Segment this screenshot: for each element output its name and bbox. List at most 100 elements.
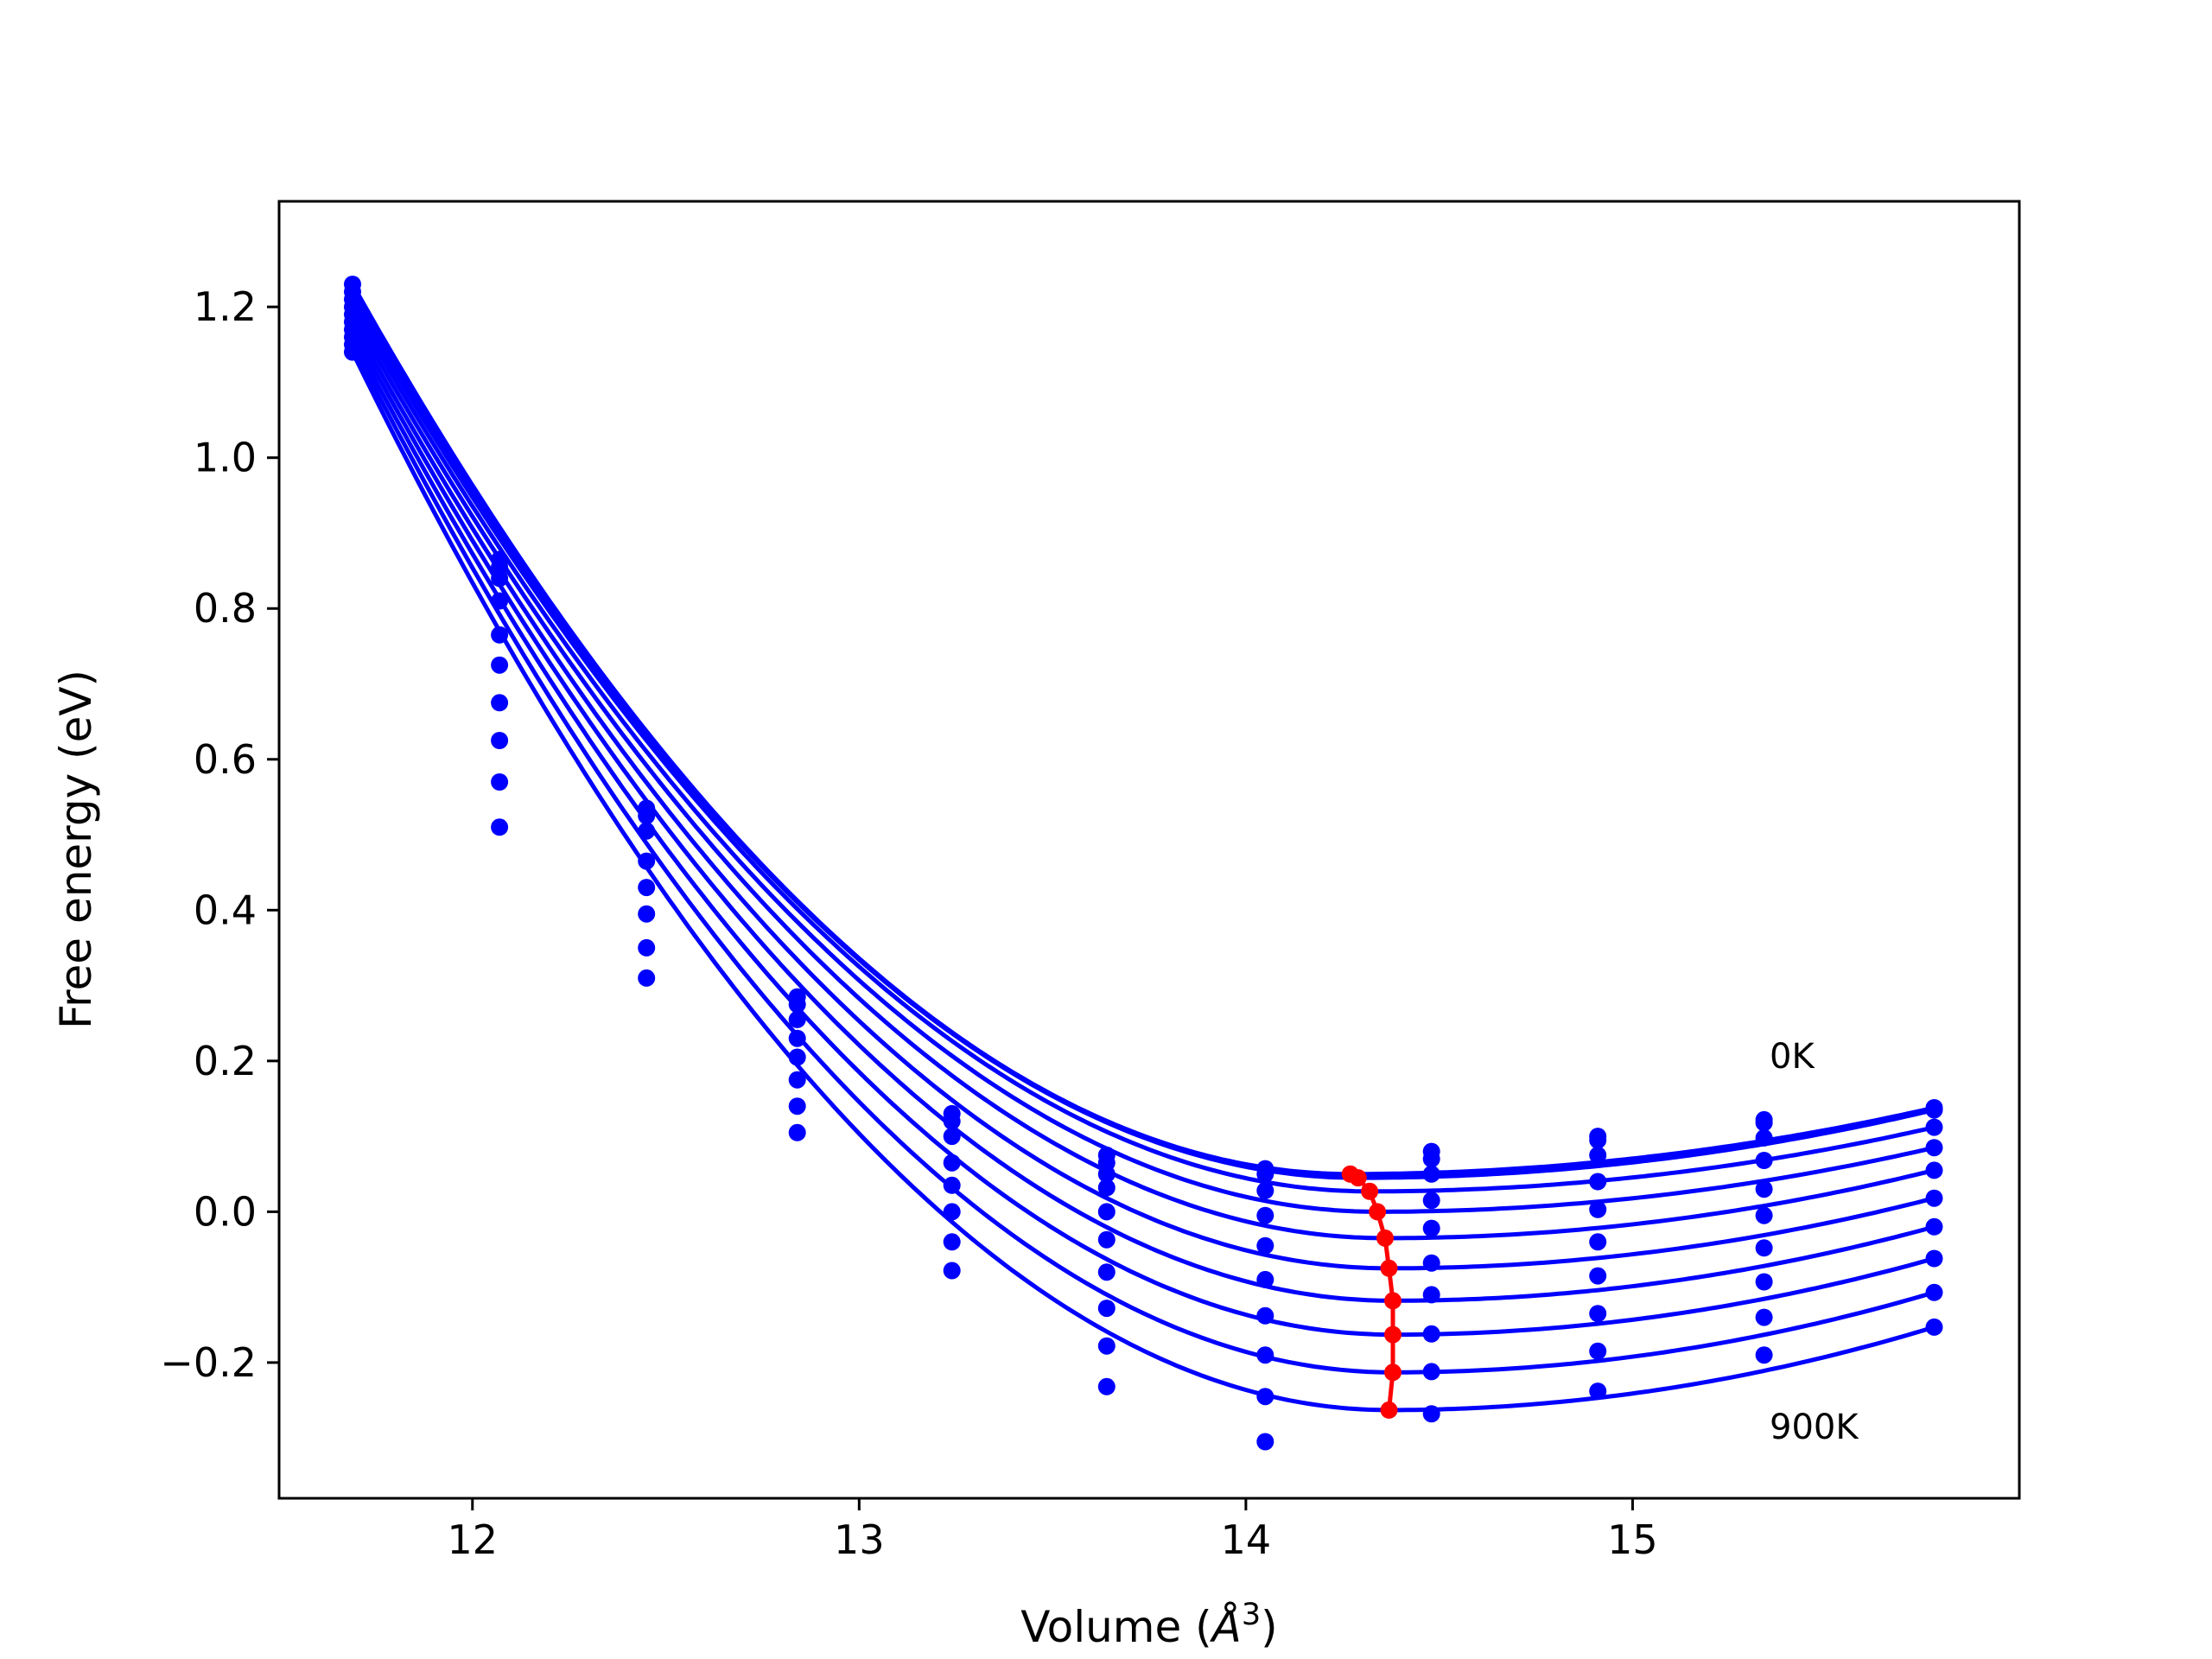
data-point-3-2 [638, 852, 656, 870]
data-point-7-5 [1097, 1300, 1116, 1318]
data-point-2-9 [1755, 1128, 1773, 1147]
data-point-6-6 [1256, 1306, 1274, 1325]
y-tick-label-2: 0.2 [194, 1038, 257, 1084]
minimum-point-3 [1369, 1203, 1387, 1221]
data-point-1-6 [1256, 1165, 1274, 1183]
data-point-7-7 [1422, 1325, 1440, 1343]
y-axis-label: Free energy (eV) [51, 670, 101, 1029]
fit-curve-6 [350, 328, 1936, 1303]
data-point-4-1 [491, 626, 509, 644]
data-point-5-5 [1097, 1230, 1116, 1249]
data-point-1-3 [788, 995, 806, 1014]
data-point-2-3 [788, 1010, 806, 1028]
data-point-1-4 [943, 1112, 961, 1130]
data-point-6-8 [1589, 1267, 1607, 1285]
y-tick-label-3: 0.4 [194, 887, 257, 933]
data-point-7-2 [638, 969, 656, 987]
data-point-7-3 [788, 1123, 806, 1141]
fit-curve-3 [350, 305, 1936, 1214]
data-point-7-9 [1755, 1273, 1773, 1291]
data-point-5-10 [1925, 1189, 1943, 1207]
x-axis-label: Volume (Å3) [1020, 1598, 1277, 1652]
data-point-3-10 [1925, 1139, 1943, 1157]
y-tick-label-5: 0.8 [194, 585, 257, 632]
annotation-0k: 0K [1770, 1037, 1815, 1077]
data-point-8-7 [1422, 1363, 1440, 1381]
data-point-6-5 [1097, 1263, 1116, 1281]
data-point-6-4 [943, 1233, 961, 1251]
data-point-4-4 [943, 1176, 961, 1194]
minimum-point-9 [1380, 1401, 1398, 1419]
minimum-point-6 [1384, 1292, 1402, 1310]
data-point-4-5 [1097, 1203, 1116, 1221]
data-point-9-5 [1097, 1377, 1116, 1395]
data-point-1-9 [1755, 1114, 1773, 1132]
data-point-3-8 [1589, 1173, 1607, 1191]
data-point-3-5 [1097, 1179, 1116, 1197]
data-point-8-8 [1589, 1342, 1607, 1360]
data-point-9-10 [1925, 1318, 1943, 1336]
data-point-1-8 [1589, 1131, 1607, 1149]
data-point-2-8 [1589, 1146, 1607, 1164]
data-point-9-7 [1422, 1405, 1440, 1423]
y-tick-label-0: −0.2 [160, 1339, 257, 1386]
data-point-1-10 [1925, 1101, 1943, 1119]
data-point-4-10 [1925, 1161, 1943, 1179]
data-point-8-6 [1256, 1388, 1274, 1406]
plot-content [344, 276, 1943, 1451]
y-tick-label-6: 1.0 [194, 435, 257, 481]
data-point-1-7 [1422, 1150, 1440, 1168]
data-point-7-10 [1925, 1249, 1943, 1268]
x-tick-label-13: 13 [834, 1516, 885, 1563]
data-point-2-1 [491, 569, 509, 588]
data-point-3-7 [1422, 1192, 1440, 1210]
minimum-point-7 [1384, 1325, 1402, 1344]
y-tick-label-7: 1.2 [194, 283, 257, 330]
data-point-3-3 [788, 1029, 806, 1047]
minimum-point-8 [1384, 1363, 1402, 1382]
annotation-900k: 900K [1770, 1408, 1859, 1447]
data-point-6-3 [788, 1097, 806, 1116]
x-tick-label-15: 15 [1607, 1516, 1658, 1563]
data-point-6-2 [638, 938, 656, 957]
data-point-5-9 [1755, 1206, 1773, 1224]
x-tick-label-12: 12 [448, 1516, 499, 1563]
data-point-7-1 [491, 732, 509, 749]
fit-curve-8 [350, 343, 1936, 1375]
data-point-3-6 [1256, 1206, 1274, 1224]
data-point-2-7 [1422, 1165, 1440, 1183]
fit-curve-7 [350, 335, 1936, 1338]
data-point-9-6 [1256, 1433, 1274, 1451]
data-point-7-6 [1256, 1346, 1274, 1364]
data-point-6-1 [491, 694, 509, 712]
data-point-9-8 [1589, 1382, 1607, 1401]
data-point-3-9 [1755, 1152, 1773, 1169]
data-point-4-8 [1589, 1200, 1607, 1218]
minimum-point-1 [1349, 1169, 1367, 1187]
x-tick-label-14: 14 [1221, 1516, 1272, 1563]
data-point-9-9 [1755, 1346, 1773, 1364]
minima-line [1349, 1172, 1395, 1411]
axes: 12 13 14 15 −0.2 0.0 0.2 0.4 0.6 0.8 1.0 1.2 [160, 283, 1657, 1563]
minimum-point-2 [1361, 1182, 1379, 1200]
data-point-2-4 [943, 1128, 961, 1146]
data-point-6-9 [1755, 1239, 1773, 1257]
data-point-8-9 [1755, 1308, 1773, 1326]
data-point-6-7 [1422, 1286, 1440, 1304]
y-tick-label-1: 0.0 [194, 1188, 257, 1235]
plot-frame [277, 200, 2021, 1500]
data-point-8-1 [491, 773, 509, 791]
data-point-4-7 [1422, 1219, 1440, 1237]
data-point-2-10 [1925, 1118, 1943, 1136]
minimum-point-4 [1376, 1229, 1394, 1247]
data-point-1-2 [638, 807, 656, 825]
data-point-6-10 [1925, 1217, 1943, 1236]
data-point-3-4 [943, 1154, 961, 1172]
data-point-3-1 [491, 592, 509, 610]
data-point-8-10 [1925, 1283, 1943, 1301]
data-point-9-0 [344, 343, 361, 361]
data-point-2-6 [1256, 1181, 1274, 1199]
data-point-5-4 [943, 1203, 961, 1221]
